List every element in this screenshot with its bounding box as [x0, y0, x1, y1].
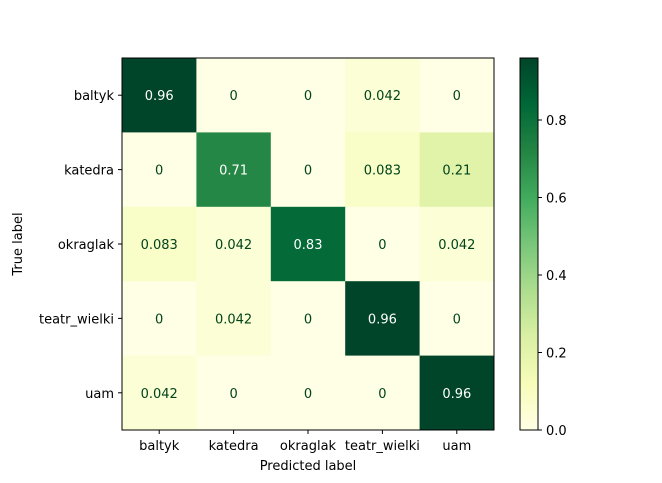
- heatmap-cell-r2-c0: [122, 206, 197, 282]
- cell-value-label-r1-c0: 0: [155, 164, 163, 179]
- cell-value-label-r2-c0: 0.083: [141, 238, 178, 253]
- heatmap-cell-r2-c3: [345, 206, 421, 282]
- heatmap-cells: [122, 58, 495, 431]
- cell-value-label-r2-c3: 0: [378, 238, 386, 253]
- heatmap-cell-r3-c4: [419, 281, 495, 357]
- cell-value-label-r1-c2: 0: [304, 164, 312, 179]
- heatmap-cell-r4-c2: [270, 355, 346, 431]
- cell-value-label-r3-c3: 0.96: [368, 312, 397, 327]
- colorbar: [519, 57, 539, 431]
- colorbar-tick-label: 0.8: [546, 114, 567, 129]
- heatmap-cell-r2-c2: [270, 206, 346, 282]
- heatmap-cell-r3-c0: [122, 281, 197, 357]
- heatmap-cell-r1-c0: [122, 132, 197, 208]
- heatmap-cell-r1-c1: [196, 132, 272, 208]
- cell-value-label-r1-c4: 0.21: [442, 164, 471, 179]
- heatmap-cell-r3-c3: [345, 281, 421, 357]
- heatmap-cell-r0-c2: [270, 58, 346, 133]
- heatmap-cell-r4-c1: [196, 355, 272, 431]
- cell-value-label-r3-c0: 0: [155, 312, 163, 327]
- heatmap-cell-r4-c0: [122, 355, 197, 431]
- colorbar-ticks: 0.0 0.2 0.4 0.6 0.8: [538, 114, 567, 439]
- cell-value-label-r3-c4: 0: [453, 312, 461, 327]
- y-tick-label: okraglak: [58, 238, 115, 253]
- colorbar-tick-label: 0.0: [546, 424, 567, 439]
- heatmap-cell-r2-c1: [196, 206, 272, 282]
- cell-value-label-r3-c2: 0: [304, 312, 312, 327]
- cell-value-label-r0-c1: 0: [229, 89, 237, 104]
- cell-value-label-r0-c4: 0: [453, 89, 461, 104]
- heatmap-cell-r1-c3: [345, 132, 421, 208]
- heatmap-cell-r4-c4: [419, 355, 495, 431]
- cell-value-label-r0-c0: 0.96: [145, 89, 174, 104]
- x-tick-label: teatr_wielki: [345, 439, 420, 454]
- y-tick-label: katedra: [64, 164, 114, 179]
- x-tick-label: baltyk: [139, 439, 180, 454]
- heatmap-cell-r0-c4: [419, 58, 495, 133]
- colorbar-tick-label: 0.6: [546, 192, 567, 207]
- heatmap-cell-r1-c4: [419, 132, 495, 208]
- cell-value-label-r2-c1: 0.042: [215, 238, 252, 253]
- cell-value-label-r4-c3: 0: [378, 387, 386, 402]
- cell-value-label-r4-c2: 0: [304, 387, 312, 402]
- heatmap-cell-r0-c0: [122, 58, 197, 133]
- cell-value-label-r1-c1: 0.71: [219, 164, 248, 179]
- x-axis-label: Predicted label: [260, 459, 357, 474]
- y-tick-label: uam: [85, 387, 114, 402]
- heatmap-cell-r4-c3: [345, 355, 421, 431]
- x-tick-label: katedra: [209, 439, 259, 454]
- x-tick-label: okraglak: [280, 439, 337, 454]
- cell-value-label-r1-c3: 0.083: [364, 164, 401, 179]
- x-axis-ticks: baltyk katedra okraglak teatr_wielki uam: [139, 430, 471, 454]
- heatmap-cell-r3-c2: [270, 281, 346, 357]
- cell-value-label-r4-c0: 0.042: [141, 387, 178, 402]
- colorbar-tick-label: 0.4: [546, 269, 567, 284]
- heatmap-cell-r3-c1: [196, 281, 272, 357]
- cell-value-label-r4-c1: 0: [229, 387, 237, 402]
- y-axis-label: True label: [11, 212, 26, 276]
- cell-value-label-r2-c4: 0.042: [438, 238, 475, 253]
- heatmap-cell-r1-c2: [270, 132, 346, 208]
- heatmap-cell-labels: 0.96 0 0 0.042 0 0 0.71 0 0.083 0.21 0.083 0.042 0.8…: [141, 89, 476, 402]
- colorbar-tick-label: 0.2: [546, 347, 567, 362]
- cell-value-label-r3-c1: 0.042: [215, 312, 252, 327]
- heatmap-cell-r0-c3: [345, 58, 421, 133]
- heatmap-cell-r2-c4: [419, 206, 495, 282]
- cell-value-label-r0-c3: 0.042: [364, 89, 401, 104]
- cell-value-label-r4-c4: 0.96: [442, 387, 471, 402]
- y-tick-label: teatr_wielki: [39, 312, 114, 327]
- heatmap-cell-r0-c1: [196, 58, 272, 133]
- x-tick-label: uam: [442, 439, 471, 454]
- y-tick-label: baltyk: [74, 89, 115, 104]
- cell-value-label-r2-c2: 0.83: [294, 238, 323, 253]
- cell-value-label-r0-c2: 0: [304, 89, 312, 104]
